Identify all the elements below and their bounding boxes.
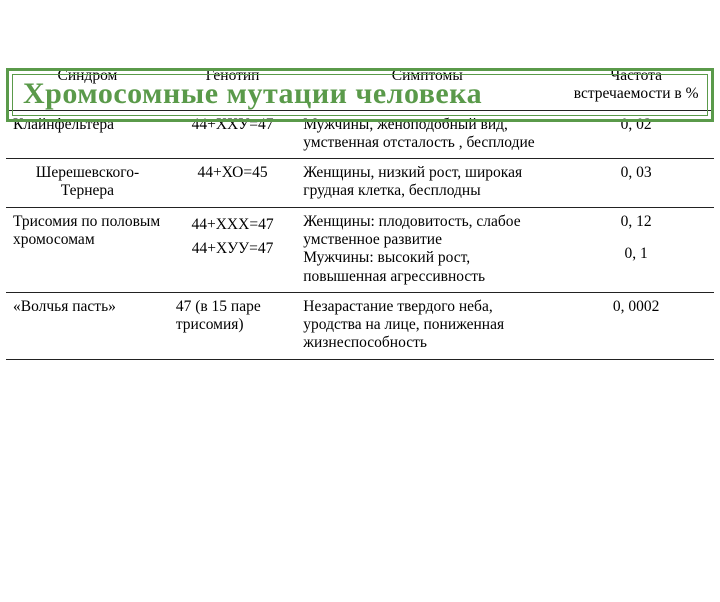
cell-genotype: 47 (в 15 паре трисомия) (169, 292, 296, 359)
cell-symptoms: Женщины, низкий рост, широкая грудная кл… (296, 159, 558, 208)
cell-genotype: 44+ХХХ=47 44+ХУУ=47 (169, 207, 296, 292)
title-inner-frame: Хромосомные мутации человека (12, 74, 708, 116)
table-row: Шерешевского-Тернера 44+ХО=45 Женщины, н… (6, 159, 714, 208)
frequency-line: 0, 1 (565, 245, 707, 263)
frequency-line: 0, 12 (565, 213, 707, 231)
cell-frequency: 0, 03 (558, 159, 714, 208)
table-row: «Волчья пасть» 47 (в 15 паре трисомия) Н… (6, 292, 714, 359)
cell-genotype: 44+ХО=45 (169, 159, 296, 208)
cell-symptoms: Незарастание твердого неба, уродства на … (296, 292, 558, 359)
table-row: Трисомия по половым хромосомам 44+ХХХ=47… (6, 207, 714, 292)
genotype-line: 44+ХХХ=47 (176, 213, 289, 238)
cell-frequency: 0, 12 0, 1 (558, 207, 714, 292)
genotype-line: 44+ХУУ=47 (176, 237, 289, 262)
cell-syndrome: Шерешевского-Тернера (6, 159, 169, 208)
cell-symptoms: Женщины: плодовитость, слабое умственное… (296, 207, 558, 292)
cell-syndrome: Трисомия по половым хромосомам (6, 207, 169, 292)
cell-syndrome: «Волчья пасть» (6, 292, 169, 359)
page-title: Хромосомные мутации человека (23, 77, 697, 111)
cell-frequency: 0, 0002 (558, 292, 714, 359)
title-outer-frame: Хромосомные мутации человека (6, 68, 714, 122)
